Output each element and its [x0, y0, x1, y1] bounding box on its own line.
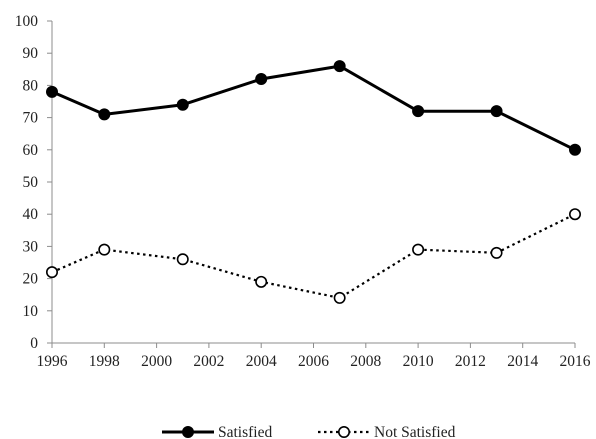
data-point-not-satisfied	[45, 266, 58, 279]
y-tick-label: 40	[23, 206, 39, 223]
x-tick-label: 1998	[89, 353, 120, 370]
data-point-satisfied	[176, 98, 189, 111]
y-tick-label: 90	[23, 45, 39, 62]
data-point-not-satisfied	[98, 243, 111, 256]
data-point-satisfied	[333, 60, 346, 73]
data-point-not-satisfied	[333, 291, 346, 304]
series-lines	[51, 64, 576, 299]
y-tick-label: 100	[15, 13, 39, 30]
x-tick-label: 2002	[193, 353, 224, 370]
data-point-not-satisfied	[412, 243, 425, 256]
legend-label-not-satisfied: Not Satisfied	[374, 424, 456, 439]
axes: 0 10 20 30 40 50 60 70 80 90 100 1996 1998 2000 2002 20…	[15, 13, 591, 370]
x-tick-label: 2006	[298, 353, 329, 370]
x-tick-label: 1996	[37, 353, 68, 370]
x-tick-label: 2004	[246, 353, 277, 370]
legend-marker-not-satisfied	[337, 425, 350, 438]
data-point-satisfied	[45, 85, 58, 98]
data-point-not-satisfied	[568, 208, 581, 221]
y-tick-label: 30	[23, 238, 39, 255]
y-tick-label: 80	[23, 77, 39, 94]
series-line-satisfied	[51, 64, 576, 152]
y-tick-label: 50	[23, 174, 39, 191]
data-point-satisfied	[255, 72, 268, 85]
x-tick-label: 2014	[507, 353, 538, 370]
x-tick-label: 2008	[350, 353, 381, 370]
y-tick-label: 60	[23, 142, 39, 159]
legend-marker-satisfied	[182, 425, 195, 438]
data-point-not-satisfied	[490, 246, 503, 259]
y-tick-label: 10	[23, 303, 39, 320]
legend-label-satisfied: Satisfied	[218, 424, 272, 439]
data-point-not-satisfied	[176, 253, 189, 266]
data-point-satisfied	[490, 105, 503, 118]
data-point-satisfied	[412, 105, 425, 118]
y-tick-label: 70	[23, 110, 39, 127]
y-tick-label: 20	[23, 271, 39, 288]
series-markers	[45, 60, 581, 304]
data-point-satisfied	[98, 108, 111, 121]
x-tick-label: 2016	[560, 353, 591, 370]
x-tick-label: 2010	[403, 353, 434, 370]
data-point-not-satisfied	[255, 275, 268, 288]
x-tick-label: 2000	[141, 353, 172, 370]
data-point-satisfied	[568, 143, 581, 156]
y-tick-label: 0	[30, 335, 38, 352]
x-tick-label: 2012	[455, 353, 486, 370]
legend: Satisfied Not Satisfied	[162, 424, 456, 439]
